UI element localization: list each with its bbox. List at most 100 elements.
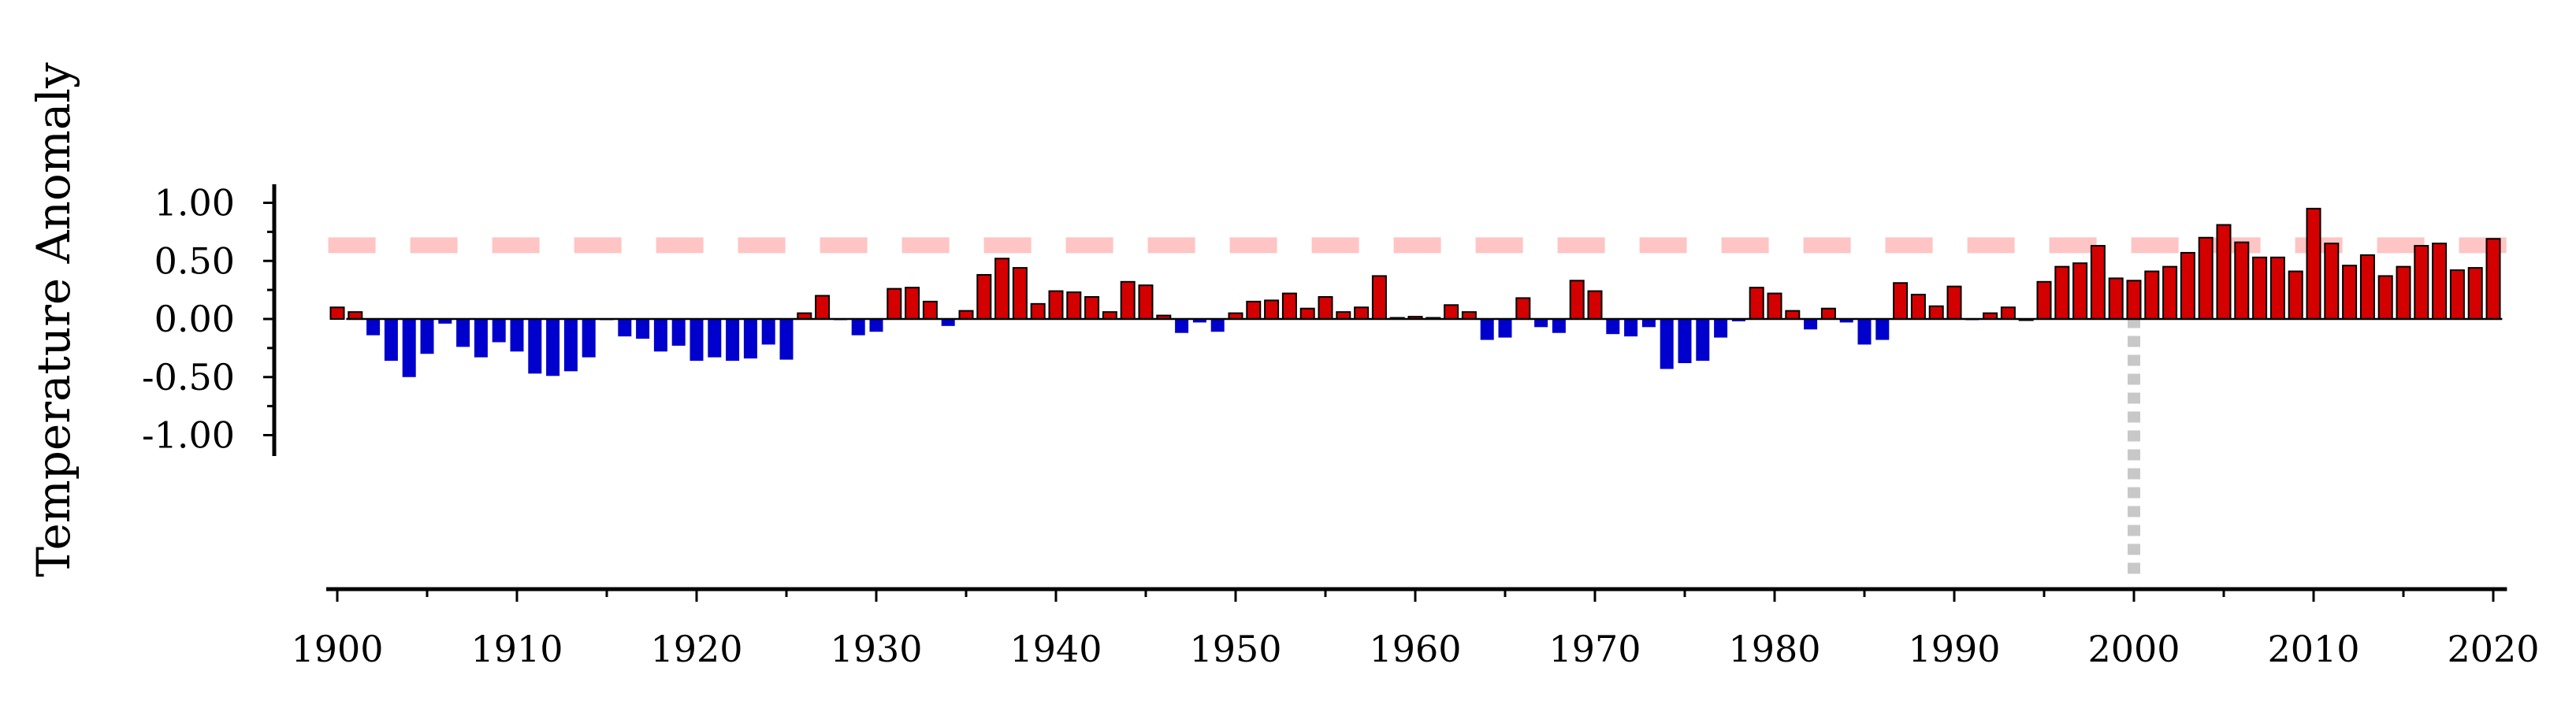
bar-1942 [1084,295,1100,321]
y-tick-label--1.00: -1.00 [142,414,235,457]
bar-1938 [1012,267,1028,321]
x-tick-label-2000: 2000 [2087,628,2180,670]
bar-1904 [402,319,416,377]
bar-1957 [1354,306,1370,320]
bar-1921 [708,319,722,358]
bar-1911 [528,319,542,374]
bar-1913 [563,319,578,372]
bar-2017 [2432,243,2448,320]
bar-1985 [1857,319,1872,345]
bar-1972 [1624,319,1638,337]
bar-1901 [348,311,363,320]
bar-2012 [2342,265,2358,320]
bar-1968 [1552,319,1566,333]
bar-1999 [2108,277,2124,320]
bar-1987 [1893,282,1909,320]
bar-1995 [2036,280,2052,320]
bar-1937 [994,258,1010,320]
bar-2006 [2234,241,2250,320]
bar-1996 [2054,265,2070,320]
bar-2013 [2359,254,2375,320]
x-tick-label-1910: 1910 [470,628,563,670]
bar-1963 [1461,311,1477,320]
y-tick-label-0.50: 0.50 [154,239,235,282]
bar-1966 [1515,297,1531,321]
bar-1976 [1696,319,1710,362]
bar-1939 [1030,302,1046,321]
bar-1981 [1785,310,1801,320]
bar-1956 [1336,311,1351,320]
x-tick-label-1920: 1920 [650,628,742,670]
bar-1945 [1138,284,1154,321]
bar-1958 [1371,275,1387,320]
bar-1998 [2090,245,2106,321]
x-tick-label-1960: 1960 [1369,628,1461,670]
bar-1990 [1946,285,1962,321]
y-tick-label-1.00: 1.00 [154,182,235,224]
bar-1952 [1264,299,1280,320]
bar-1944 [1120,280,1136,320]
bars [329,207,2503,377]
bar-1980 [1767,292,1782,320]
reference-lines [328,237,2511,578]
bar-1917 [636,319,650,339]
bar-2019 [2467,267,2483,321]
bar-1940 [1048,290,1064,321]
bar-1933 [922,300,938,320]
bar-1922 [726,319,740,362]
bar-1984 [1839,319,1853,323]
bar-1916 [618,319,632,337]
bar-1934 [941,319,955,326]
bar-1918 [653,319,667,352]
bar-1925 [779,319,794,360]
bar-1970 [1587,290,1603,321]
bar-1927 [815,295,831,320]
bar-1955 [1318,295,1333,321]
bar-1941 [1066,291,1082,321]
x-tick-label-2020: 2020 [2447,628,2539,670]
bar-1919 [671,319,686,346]
x-tick-label-1950: 1950 [1189,628,1281,670]
bar-1914 [582,319,596,358]
x-tick-label-1980: 1980 [1728,628,1820,670]
bar-2020 [2485,238,2501,321]
bar-2002 [2162,265,2178,320]
x-tick-label-1940: 1940 [1009,628,1102,670]
bar-1967 [1534,319,1548,328]
bar-2011 [2324,243,2340,320]
bar-2018 [2449,269,2465,320]
bar-2016 [2414,245,2429,321]
bar-2014 [2377,275,2393,320]
bar-1924 [761,319,775,345]
bar-2001 [2144,270,2160,320]
bar-2007 [2252,256,2268,321]
bar-1964 [1480,319,1494,340]
bar-1962 [1444,304,1459,320]
bar-1969 [1569,280,1585,321]
bar-1949 [1210,319,1225,332]
bar-1905 [420,319,434,354]
bar-1979 [1749,287,1764,320]
bar-2010 [2306,207,2321,320]
bar-2015 [2396,265,2411,320]
bar-1983 [1820,307,1836,321]
bar-1931 [887,287,902,320]
bar-2005 [2216,224,2232,320]
bar-1910 [510,319,524,352]
bar-2008 [2269,256,2285,321]
bar-1907 [456,319,470,347]
bar-1920 [690,319,704,362]
bar-1951 [1246,300,1262,320]
bar-1993 [2000,306,2016,320]
x-tick-label-1990: 1990 [1908,628,2000,670]
x-tick-label-1900: 1900 [291,628,383,670]
bar-1974 [1660,319,1674,369]
bar-1965 [1498,319,1512,338]
bar-1982 [1804,319,1818,330]
bar-2004 [2198,236,2214,320]
y-axis-label: Temperature Anomaly [27,62,80,577]
bar-1948 [1192,319,1206,323]
y-tick-label--0.50: -0.50 [142,356,235,399]
bar-1943 [1102,311,1117,320]
